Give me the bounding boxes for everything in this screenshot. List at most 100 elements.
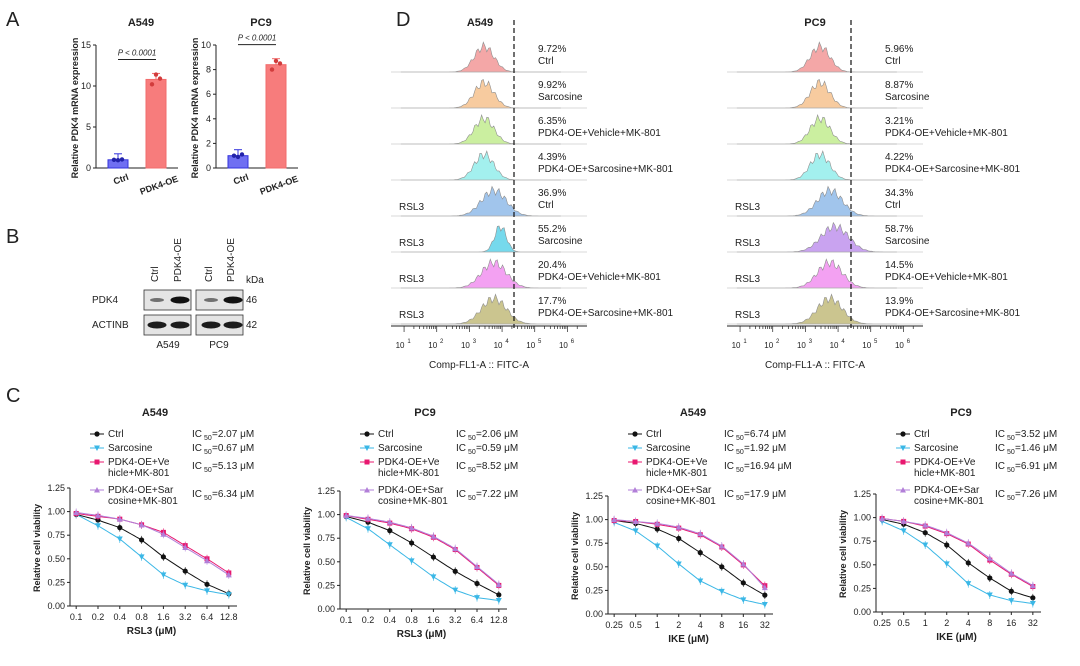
ic50-subscript: 50 xyxy=(468,495,476,502)
y-tick-label: 1.25 xyxy=(853,489,871,499)
y-tick-label: 0.75 xyxy=(47,530,65,540)
data-point-oe-sarcosine xyxy=(160,531,167,537)
y-axis-label: Relative cell viability xyxy=(570,512,580,600)
x-tick-label: 10 xyxy=(732,341,741,350)
y-tick-label: 1.00 xyxy=(853,513,871,523)
flow-x-axis-label: Comp-FL1-A :: FITC-A xyxy=(765,360,865,371)
positive-percent: 34.3% xyxy=(885,188,913,199)
data-point-oe-sarcosine xyxy=(675,524,682,530)
flow-x-axis-label: Comp-FL1-A :: FITC-A xyxy=(429,360,529,371)
y-tick-label: 0.25 xyxy=(317,580,335,590)
x-tick-label: 8 xyxy=(987,618,992,628)
y-tick-label: 0.50 xyxy=(317,557,335,567)
ic50-value: =7.22 μM xyxy=(476,489,518,500)
ic50-value: =5.13 μM xyxy=(212,461,254,472)
chart-title: A549 xyxy=(680,407,706,419)
data-point-oe-sarcosine xyxy=(740,560,747,567)
data-point-sarcosine xyxy=(943,561,950,567)
y-tick-label: 1.25 xyxy=(585,491,603,501)
data-point-oe-sarcosine xyxy=(452,545,459,552)
data-point-ctrl xyxy=(496,592,502,598)
cell-line-label: PC9 xyxy=(209,340,229,351)
x-tick-label: 10 xyxy=(559,341,568,350)
fit-curve-0 xyxy=(346,516,500,596)
data-point-ctrl xyxy=(408,540,415,546)
data-point-oe-sarcosine xyxy=(632,518,639,524)
fit-curve-3 xyxy=(76,512,230,576)
panel-a-bar-charts: A549 Relative PDK4 mRNA expression 0 5 10 15 C… xyxy=(70,17,299,197)
condition-label: Ctrl xyxy=(538,56,554,67)
data-point-oe-vehicle xyxy=(94,459,100,465)
condition-label: Sarcosine xyxy=(538,236,583,247)
viability-chart-0: A549 Relative cell viability 0.00 0.25 0.50 0… xyxy=(32,407,254,637)
data-point-oe-vehicle xyxy=(364,459,370,465)
ic50-prefix: IC xyxy=(724,489,734,500)
legend-label: Ctrl xyxy=(108,429,124,440)
blot-band xyxy=(204,298,218,302)
data-point xyxy=(269,67,275,72)
ic50-prefix: IC xyxy=(192,461,202,472)
rsl3-label: RSL3 xyxy=(399,274,424,285)
x-tick-label: 16 xyxy=(738,620,748,630)
data-point-ctrl xyxy=(182,568,188,574)
panel-letter-c: C xyxy=(6,385,20,407)
data-point-sarcosine xyxy=(495,598,502,604)
histogram-rsl3-row-7 xyxy=(400,293,561,325)
data-point-sarcosine xyxy=(94,523,101,529)
data-point xyxy=(277,61,283,66)
data-point-oe-sarcosine xyxy=(116,516,123,522)
blot-band xyxy=(223,296,243,304)
data-point-sarcosine xyxy=(182,582,189,589)
positive-percent: 6.35% xyxy=(538,116,566,127)
ic50-value: =6.74 μM xyxy=(744,429,786,440)
condition-label: PDK4-OE+Vehicle+MK-801 xyxy=(538,128,661,139)
ic50-subscript: 50 xyxy=(736,435,744,442)
legend-label: hicle+MK-801 xyxy=(914,468,976,479)
data-point-oe-sarcosine xyxy=(204,557,211,564)
x-tick-exponent: 5 xyxy=(538,339,542,345)
data-point-ctrl xyxy=(944,542,950,548)
data-point-sarcosine xyxy=(697,578,704,584)
ic50-value: =7.26 μM xyxy=(1015,489,1057,500)
fit-curve-2 xyxy=(76,513,230,574)
data-point xyxy=(235,154,241,160)
x-tick-label: 2 xyxy=(676,620,681,630)
data-point-ctrl xyxy=(740,580,746,586)
rsl3-label: RSL3 xyxy=(399,202,424,213)
fit-curve-2 xyxy=(346,515,500,586)
data-point-oe-vehicle xyxy=(632,459,638,465)
x-tick-label: 3.2 xyxy=(179,612,192,622)
data-point-sarcosine xyxy=(740,597,747,603)
data-point xyxy=(231,153,237,158)
ic50-prefix: IC xyxy=(724,461,734,472)
positive-percent: 5.96% xyxy=(885,44,913,55)
y-tick-label: 15 xyxy=(81,40,91,50)
x-tick-label: 32 xyxy=(760,620,770,630)
ic50-value: =1.46 μM xyxy=(1015,443,1057,454)
y-tick-label: 0.75 xyxy=(853,536,871,546)
ic50-value: =0.59 μM xyxy=(476,443,518,454)
legend-label: PDK4-OE+Ve xyxy=(378,457,440,468)
data-point-sarcosine xyxy=(675,561,682,567)
y-tick-label: 0.50 xyxy=(47,554,65,564)
data-point-sarcosine xyxy=(474,595,481,601)
y-tick-label: 0.00 xyxy=(47,601,65,611)
data-point-ctrl xyxy=(965,560,971,566)
y-tick-label: 4 xyxy=(206,114,211,124)
histogram-row-3 xyxy=(736,150,897,181)
histogram-rsl3-row-7 xyxy=(736,293,897,325)
data-point-ctrl xyxy=(452,568,458,574)
blot-band xyxy=(170,296,190,304)
data-point-ctrl xyxy=(900,431,906,437)
flow-panel-title: A549 xyxy=(467,17,493,29)
data-point-oe-sarcosine xyxy=(632,487,638,493)
histogram-row-2 xyxy=(736,114,897,145)
rsl3-label: RSL3 xyxy=(735,202,760,213)
data-point-oe-sarcosine xyxy=(879,515,886,522)
chart-title: PC9 xyxy=(250,17,271,29)
histogram-rsl3-row-4 xyxy=(400,185,561,217)
fit-curve-1 xyxy=(345,516,499,601)
histogram-rsl3-row-5 xyxy=(400,225,561,253)
x-tick-label: 2 xyxy=(944,618,949,628)
data-point-oe-sarcosine xyxy=(343,512,350,519)
